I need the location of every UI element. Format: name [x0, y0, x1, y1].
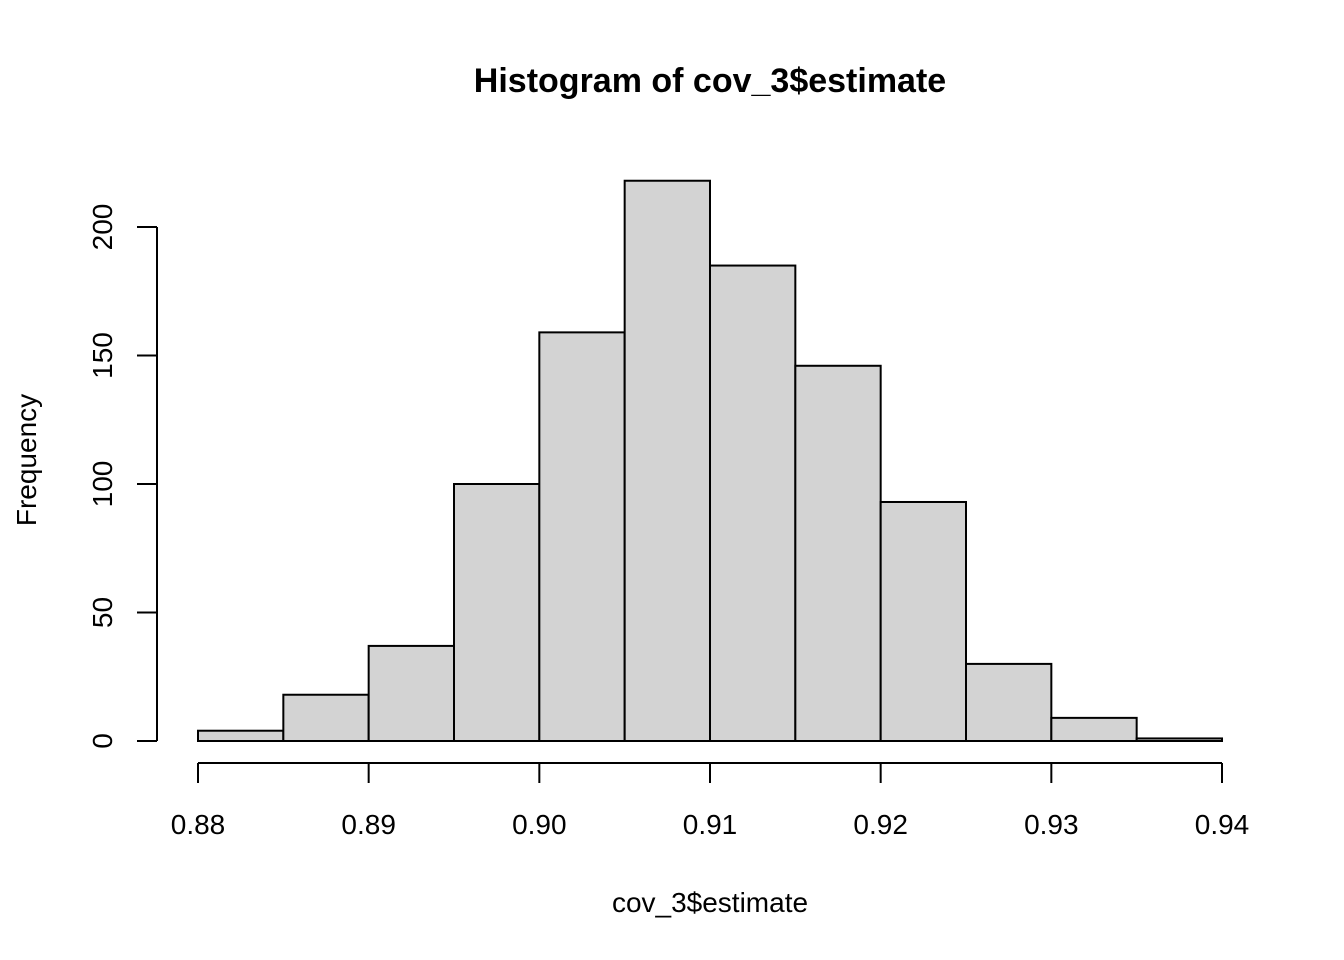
histogram-bar-2 — [367, 644, 455, 742]
histogram-bar-5 — [623, 179, 712, 743]
histogram-bar-3 — [453, 483, 541, 742]
x-axis: 0.88 0.89 0.90 0.91 0.92 0.93 0.94 — [171, 762, 1250, 840]
histogram-bar-1 — [282, 693, 370, 742]
x-tick-label: 0.91 — [683, 809, 738, 840]
y-tick-label: 100 — [87, 461, 118, 508]
histogram-bar-8 — [879, 500, 968, 742]
x-tick-label: 0.89 — [341, 809, 396, 840]
histogram-bar-0 — [197, 729, 285, 742]
y-tick-label: 0 — [87, 733, 118, 749]
histogram-bar-7 — [794, 364, 882, 742]
histogram-bar-10 — [1050, 716, 1138, 742]
x-axis-label: cov_3$estimate — [612, 887, 808, 918]
y-tick-label: 200 — [87, 204, 118, 251]
y-tick-label: 50 — [87, 597, 118, 628]
y-axis-label: Frequency — [11, 394, 42, 526]
y-axis: 0 50 100 150 200 — [87, 204, 158, 749]
x-tick-label: 0.94 — [1195, 809, 1250, 840]
x-tick-label: 0.93 — [1024, 809, 1079, 840]
y-tick-label: 150 — [87, 332, 118, 379]
histogram-bar-4 — [538, 331, 626, 742]
histogram-bar-11 — [1135, 737, 1223, 742]
x-tick-label: 0.90 — [512, 809, 567, 840]
bars-group — [197, 179, 1223, 743]
histogram-bar-6 — [709, 264, 797, 742]
x-tick-label: 0.92 — [853, 809, 908, 840]
x-tick-label: 0.88 — [171, 809, 226, 840]
histogram-bar-9 — [965, 662, 1053, 743]
chart-title: Histogram of cov_3$estimate — [474, 62, 946, 100]
